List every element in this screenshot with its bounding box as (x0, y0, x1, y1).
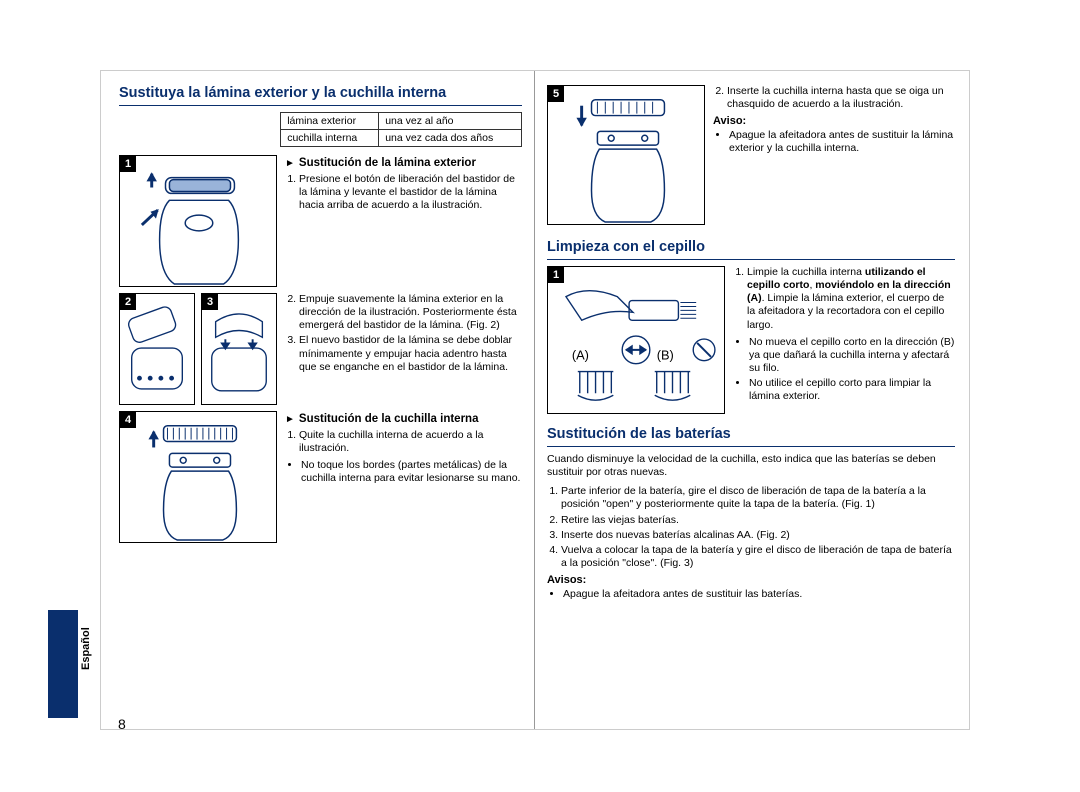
figure-number: 5 (548, 86, 564, 102)
inner-blade-remove-icon (120, 412, 276, 542)
replacement-table: lámina exterior una vez al año cuchilla … (280, 112, 522, 147)
figure-4: 4 (119, 411, 277, 543)
subheading-lamina: Sustitución de la lámina exterior (285, 157, 522, 169)
body-text: Presione el botón de liberación del bast… (285, 173, 522, 212)
figure-2: 2 (119, 293, 195, 405)
page-number: 8 (118, 716, 126, 732)
table-row: cuchilla interna una vez cada dos años (281, 130, 522, 147)
section-title-baterias: Sustitución de las baterías (547, 426, 955, 447)
language-label: Español (80, 627, 92, 670)
brush-cleaning-icon: (A) (B) (548, 267, 724, 413)
cell: cuchilla interna (281, 130, 379, 147)
avisos-label: Avisos: (547, 574, 955, 588)
list-item: Apague la afeitadora antes de sustituir … (563, 588, 955, 601)
figure-number: 1 (120, 156, 136, 172)
list-item: No mueva el cepillo corto en la direcció… (749, 336, 955, 375)
figure-number: 2 (120, 294, 136, 310)
section-title-limpieza: Limpieza con el cepillo (547, 239, 955, 260)
subheading-cuchilla: Sustitución de la cuchilla interna (285, 413, 522, 425)
cell: una vez al año (379, 113, 522, 130)
list-item: No toque los bordes (partes metálicas) d… (301, 459, 522, 485)
list-item: El nuevo bastidor de la lámina se debe d… (299, 334, 522, 373)
aviso-label: Aviso: (713, 115, 955, 129)
list-item: Vuelva a colocar la tapa de la batería y… (561, 544, 955, 570)
body-text: Cuando disminuye la velocidad de la cuch… (547, 453, 955, 601)
cell: una vez cada dos años (379, 130, 522, 147)
foil-insert-icon (202, 294, 276, 404)
body-text: Limpie la cuchilla interna utilizando el… (733, 266, 955, 414)
list-item: No utilice el cepillo corto para limpiar… (749, 377, 955, 403)
list-item: Presione el botón de liberación del bast… (299, 173, 522, 212)
table-row: lámina exterior una vez al año (281, 113, 522, 130)
figure-number: 3 (202, 294, 218, 310)
manual-page: Sustituya la lámina exterior y la cuchil… (100, 70, 970, 730)
language-tab (48, 610, 78, 718)
left-column: Sustituya la lámina exterior y la cuchil… (101, 71, 535, 729)
label-A: (A) (572, 348, 589, 363)
shaver-illustration-icon (120, 156, 276, 286)
figure-3: 3 (201, 293, 277, 405)
label-B: (B) (657, 348, 674, 363)
list-item: Parte inferior de la batería, gire el di… (561, 485, 955, 511)
inner-blade-insert-icon (548, 86, 704, 224)
list-item: Apague la afeitadora antes de sustituir … (729, 129, 955, 155)
figure-number: 4 (120, 412, 136, 428)
list-item: Empuje suavemente la lámina exterior en … (299, 293, 522, 332)
list-item: Retire las viejas baterías. (561, 514, 955, 527)
figure-limpieza-1: 1 (547, 266, 725, 414)
body-text: Empuje suavemente la lámina exterior en … (285, 293, 522, 405)
cell: lámina exterior (281, 113, 379, 130)
list-item: Quite la cuchilla interna de acuerdo a l… (299, 429, 522, 455)
foil-push-icon (120, 294, 194, 404)
list-item: Inserte dos nuevas baterías alcalinas AA… (561, 529, 955, 542)
body-text: Quite la cuchilla interna de acuerdo a l… (285, 429, 522, 486)
body-text: Inserte la cuchilla interna hasta que se… (713, 85, 955, 225)
figure-5: 5 (547, 85, 705, 225)
figure-1: 1 (119, 155, 277, 287)
baterias-intro: Cuando disminuye la velocidad de la cuch… (547, 453, 955, 479)
figure-number: 1 (548, 267, 564, 283)
right-column: 5 (535, 71, 969, 729)
list-item: Inserte la cuchilla interna hasta que se… (727, 85, 955, 111)
section-title-sustituya: Sustituya la lámina exterior y la cuchil… (119, 85, 522, 106)
list-item: Limpie la cuchilla interna utilizando el… (747, 266, 955, 332)
